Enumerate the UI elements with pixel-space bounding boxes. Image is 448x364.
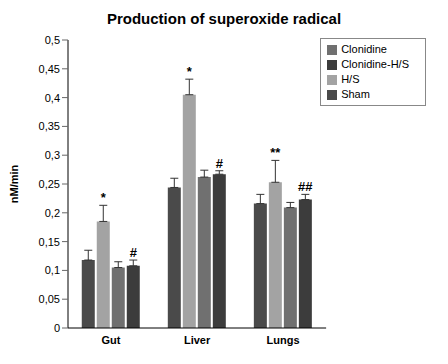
html-text:Sham: Sham xyxy=(341,88,370,100)
svg-text:##: ## xyxy=(298,179,313,194)
svg-text:nM/min: nM/min xyxy=(8,164,20,203)
svg-text:0,3: 0,3 xyxy=(45,149,60,161)
svg-text:0,4: 0,4 xyxy=(45,92,60,104)
svg-text:Gut: Gut xyxy=(102,334,121,346)
svg-text:*: * xyxy=(101,190,107,205)
svg-text:0,35: 0,35 xyxy=(39,120,60,132)
html-text:Clonidine-H/S: Clonidine-H/S xyxy=(341,58,409,70)
svg-text:0,05: 0,05 xyxy=(39,293,60,305)
svg-text:0,2: 0,2 xyxy=(45,207,60,219)
svg-text:0,45: 0,45 xyxy=(39,63,60,75)
svg-text:0,5: 0,5 xyxy=(45,34,60,46)
svg-text:0,25: 0,25 xyxy=(39,178,60,190)
svg-text:0,1: 0,1 xyxy=(45,264,60,276)
html-text:Clonidine: Clonidine xyxy=(341,43,387,55)
svg-text:0: 0 xyxy=(54,322,60,334)
svg-text:Lungs: Lungs xyxy=(267,334,300,346)
html-text:H/S: H/S xyxy=(341,73,360,85)
svg-text:**: ** xyxy=(270,145,281,160)
svg-text:#: # xyxy=(216,156,224,171)
svg-text:#: # xyxy=(130,245,138,260)
html-text:Production of superoxide radic: Production of superoxide radical xyxy=(106,10,342,27)
svg-text:Liver: Liver xyxy=(184,334,211,346)
svg-text:*: * xyxy=(187,64,193,79)
svg-text:0,15: 0,15 xyxy=(39,236,60,248)
